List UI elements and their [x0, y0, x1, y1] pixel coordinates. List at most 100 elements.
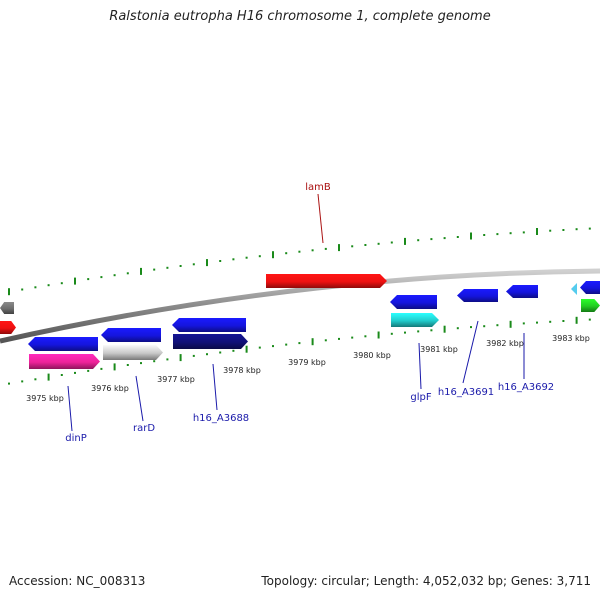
gene-label-lamB[interactable]: lamB: [305, 182, 331, 193]
minor-tick: [60, 282, 63, 285]
minor-tick: [285, 343, 288, 346]
minor-tick: [87, 369, 90, 372]
major-tick: [338, 244, 340, 252]
gene-glpF[interactable]: [391, 313, 439, 327]
minor-tick: [126, 364, 129, 366]
minor-tick: [258, 346, 261, 349]
gene-dinP-pink[interactable]: [29, 354, 100, 369]
minor-tick: [483, 325, 486, 328]
major-tick: [206, 259, 208, 267]
minor-tick: [8, 382, 10, 385]
gene-blue-a[interactable]: [390, 295, 437, 309]
minor-tick: [496, 324, 499, 327]
tick-label: 3979 kbp: [288, 358, 326, 367]
minor-tick: [470, 326, 472, 329]
minor-tick: [74, 371, 76, 374]
minor-tick: [351, 245, 354, 248]
major-tick: [179, 354, 182, 362]
minor-tick: [166, 358, 169, 361]
gene-left-gray[interactable]: [0, 302, 14, 314]
major-tick: [470, 232, 472, 240]
minor-tick: [21, 380, 24, 383]
gene-label-rarD[interactable]: rarD: [133, 423, 155, 434]
minor-tick: [575, 228, 578, 231]
minor-tick: [351, 336, 354, 339]
gene-right-cyan[interactable]: [571, 283, 577, 295]
minor-tick: [219, 260, 222, 262]
minor-tick: [245, 256, 248, 259]
major-tick: [443, 325, 446, 333]
minor-tick: [522, 231, 525, 234]
major-tick: [377, 331, 380, 339]
minor-tick: [258, 255, 261, 258]
minor-tick: [562, 320, 565, 322]
major-tick: [245, 345, 248, 353]
minor-tick: [153, 268, 156, 271]
minor-tick: [21, 288, 24, 291]
minor-tick: [404, 331, 406, 334]
major-tick: [272, 251, 274, 259]
minor-tick: [390, 241, 393, 244]
gene-label-h16_A3691[interactable]: h16_A3691: [438, 387, 494, 398]
minor-tick: [588, 318, 591, 321]
major-tick: [8, 288, 10, 296]
gene-label-h16_A3692[interactable]: h16_A3692: [498, 382, 554, 393]
gene-label-leaders: [67, 193, 525, 432]
minor-tick: [324, 339, 327, 342]
gene-right-green[interactable]: [581, 299, 600, 312]
minor-tick: [522, 322, 525, 325]
major-tick: [509, 320, 512, 328]
minor-tick: [34, 378, 37, 381]
gene-label-dinP[interactable]: dinP: [65, 433, 87, 444]
minor-tick: [536, 321, 538, 324]
minor-tick: [324, 247, 327, 250]
outer-tick-ring: [8, 227, 591, 296]
minor-tick: [34, 286, 37, 289]
minor-tick: [390, 332, 393, 335]
major-tick: [140, 267, 142, 275]
minor-tick: [311, 249, 314, 252]
gene-label-glpF[interactable]: glpF: [410, 392, 431, 403]
inner-tick-ring: [8, 316, 591, 385]
gene-left-red[interactable]: [0, 321, 16, 334]
gene-label-h16_A3688[interactable]: h16_A3688: [193, 413, 249, 424]
leader-dinP: [67, 385, 73, 432]
leader-lamB: [317, 193, 324, 244]
gene-lamB[interactable]: [266, 274, 387, 288]
minor-tick: [417, 330, 420, 333]
topology-text: Topology: circular; Length: 4,052,032 bp…: [261, 574, 591, 588]
gene-rarD-gray[interactable]: [103, 345, 163, 360]
minor-tick: [549, 320, 552, 323]
minor-tick: [285, 252, 288, 255]
minor-tick: [272, 345, 274, 348]
minor-tick: [126, 272, 129, 275]
leader-glpF: [418, 342, 422, 390]
gene-h16_A3688-blue[interactable]: [172, 318, 246, 332]
tick-label: 3977 kbp: [157, 375, 195, 384]
minor-tick: [47, 284, 50, 287]
leader-h16_A3688: [212, 363, 218, 411]
gene-h16_A3688[interactable]: [173, 334, 248, 349]
gene-dinP[interactable]: [28, 337, 98, 351]
minor-tick: [483, 234, 486, 236]
minor-tick: [298, 250, 301, 253]
major-tick: [575, 316, 578, 324]
minor-tick: [206, 353, 208, 356]
minor-tick: [364, 244, 367, 246]
minor-tick: [456, 236, 459, 238]
major-tick: [404, 237, 406, 245]
minor-tick: [588, 227, 591, 230]
tick-label: 3980 kbp: [353, 351, 391, 360]
gene-h16_A3691[interactable]: [457, 289, 498, 302]
tick-label: 3978 kbp: [223, 366, 261, 375]
minor-tick: [430, 329, 433, 332]
minor-tick: [509, 232, 512, 235]
minor-tick: [443, 237, 446, 240]
gene-rarD[interactable]: [101, 328, 161, 342]
minor-tick: [100, 276, 103, 279]
gene-right-blue[interactable]: [580, 281, 600, 294]
tick-label: 3982 kbp: [486, 339, 524, 348]
gene-h16_A3692[interactable]: [506, 285, 538, 298]
minor-tick: [562, 229, 565, 231]
